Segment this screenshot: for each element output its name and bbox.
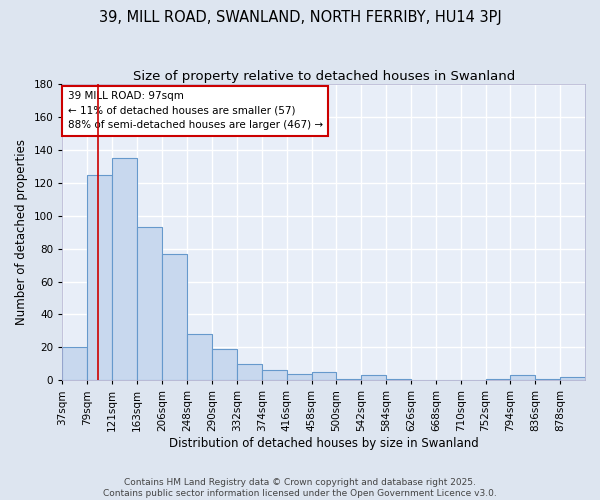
Title: Size of property relative to detached houses in Swanland: Size of property relative to detached ho… (133, 70, 515, 83)
Y-axis label: Number of detached properties: Number of detached properties (15, 139, 28, 325)
Text: 39, MILL ROAD, SWANLAND, NORTH FERRIBY, HU14 3PJ: 39, MILL ROAD, SWANLAND, NORTH FERRIBY, … (98, 10, 502, 25)
Bar (485, 378, 511, 380)
Bar (511, 376, 535, 380)
Text: 39 MILL ROAD: 97sqm
← 11% of detached houses are smaller (57)
88% of semi-detach: 39 MILL ROAD: 97sqm ← 11% of detached ho… (68, 90, 323, 130)
Bar (535, 378, 560, 380)
Bar (237, 364, 262, 380)
Bar (361, 376, 386, 380)
Bar (62, 348, 87, 380)
Bar (112, 158, 137, 380)
Bar (87, 174, 112, 380)
Bar (187, 334, 212, 380)
Bar (287, 374, 311, 380)
Bar (212, 349, 237, 380)
Bar (311, 372, 337, 380)
Bar (386, 378, 411, 380)
Bar (163, 254, 187, 380)
Bar (262, 370, 287, 380)
Bar (137, 228, 163, 380)
Bar (337, 378, 361, 380)
Text: Contains HM Land Registry data © Crown copyright and database right 2025.
Contai: Contains HM Land Registry data © Crown c… (103, 478, 497, 498)
X-axis label: Distribution of detached houses by size in Swanland: Distribution of detached houses by size … (169, 437, 479, 450)
Bar (560, 377, 585, 380)
